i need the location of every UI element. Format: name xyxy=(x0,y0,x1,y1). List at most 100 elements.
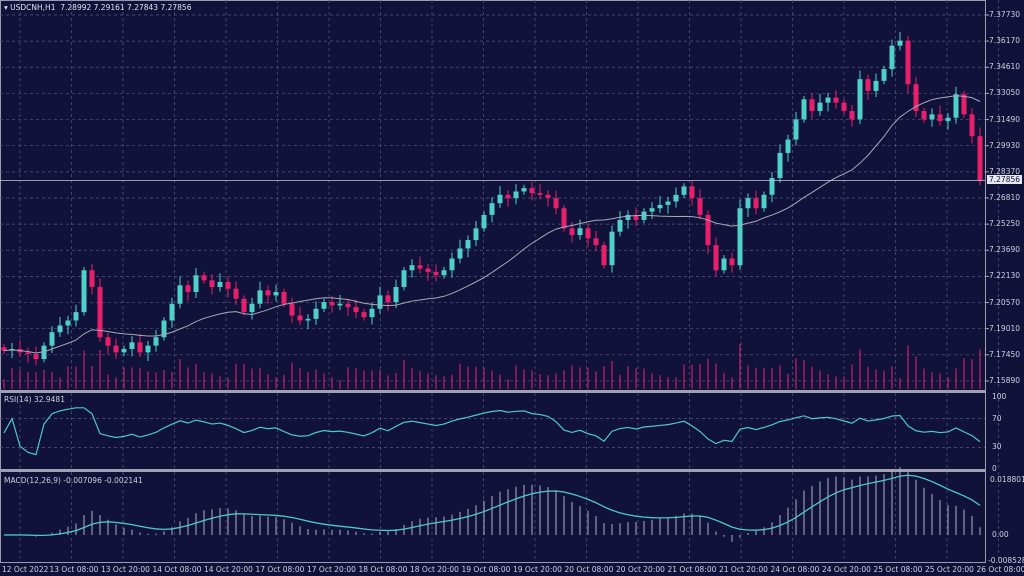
current-price-tag: 7.27856 xyxy=(987,175,1023,185)
candle-body xyxy=(553,198,559,209)
candle-body xyxy=(529,188,535,194)
price-axis-label: 7.20570 xyxy=(989,297,1021,307)
candle-body xyxy=(281,292,287,304)
candle-body xyxy=(857,79,863,120)
macd-label: MACD(12,26,9) -0.007096 -0.002141 xyxy=(4,476,143,485)
candle-body xyxy=(745,198,751,209)
candle-body xyxy=(577,228,583,236)
candle-body xyxy=(121,348,127,353)
candle-body xyxy=(153,337,159,346)
time-axis-label: 21 Oct 08:00 xyxy=(667,565,717,574)
candle-body xyxy=(537,193,543,195)
rsi-axis-label: 100 xyxy=(992,392,1007,401)
candle-body xyxy=(137,342,143,353)
candle-body xyxy=(881,69,887,81)
candle-body xyxy=(513,191,519,199)
candle-body xyxy=(273,292,279,296)
time-axis-label: 18 Oct 08:00 xyxy=(358,565,408,574)
candle-body xyxy=(809,99,815,112)
price-axis-label: 7.28370 xyxy=(989,166,1021,176)
candle-body xyxy=(401,270,407,287)
price-axis-label: 7.33050 xyxy=(989,88,1021,98)
candle-body xyxy=(625,214,631,220)
candle-body xyxy=(449,258,455,271)
candle-body xyxy=(785,139,791,153)
time-axis-label: 14 Oct 20:00 xyxy=(204,565,253,574)
candle-body xyxy=(145,345,151,353)
time-axis-label: 13 Oct 20:00 xyxy=(101,565,150,574)
candle-body xyxy=(73,312,79,321)
candle-body xyxy=(345,303,351,308)
chart-frame xyxy=(0,0,986,563)
candle-body xyxy=(585,228,591,239)
candle-body xyxy=(497,194,503,204)
time-axis-label: 25 Oct 20:00 xyxy=(925,565,974,574)
candle-body xyxy=(25,352,31,355)
candle-body xyxy=(681,186,687,195)
time-axis-label: 25 Oct 08:00 xyxy=(873,565,923,574)
candle-body xyxy=(953,94,959,118)
candle-body xyxy=(561,208,567,229)
candle-body xyxy=(337,303,343,306)
candle-body xyxy=(193,275,199,293)
price-axis-label: 7.23690 xyxy=(989,245,1021,255)
dropdown-triangle-icon[interactable]: ▾ xyxy=(4,3,8,12)
time-axis-label: 12 Oct 2022 xyxy=(2,565,49,574)
candle-body xyxy=(977,136,983,181)
candle-body xyxy=(849,111,855,120)
candle-body xyxy=(49,332,55,346)
time-axis-label: 17 Oct 08:00 xyxy=(255,565,305,574)
candle-body xyxy=(289,303,295,316)
candle-body xyxy=(217,281,223,287)
candle-body xyxy=(265,290,271,296)
candle-body xyxy=(321,302,327,309)
candle-body xyxy=(945,117,951,122)
candle-body xyxy=(841,102,847,112)
candle-body xyxy=(593,238,599,246)
price-axis-label: 7.36170 xyxy=(989,36,1021,46)
symbol-label: USDCNH,H1 xyxy=(10,3,56,12)
candle-body xyxy=(209,280,215,287)
candle-body xyxy=(569,228,575,236)
candle-body xyxy=(729,258,735,266)
candle-body xyxy=(433,271,439,276)
time-axis-label: 19 Oct 08:00 xyxy=(461,565,511,574)
candle-body xyxy=(377,295,383,309)
candle-body xyxy=(41,345,47,360)
candle-body xyxy=(889,45,895,70)
candle-body xyxy=(801,99,807,120)
ohlc-values: 7.28992 7.29161 7.27843 7.27856 xyxy=(60,3,192,12)
candle-body xyxy=(233,288,239,299)
panel-separator xyxy=(0,469,985,472)
price-axis-label: 7.25250 xyxy=(989,219,1021,229)
macd-axis-label: 0.018801 xyxy=(990,475,1024,484)
macd-axis-label: -0.008528 xyxy=(988,556,1024,565)
candle-body xyxy=(257,290,263,304)
candle-body xyxy=(105,337,111,346)
time-axis-label: 18 Oct 20:00 xyxy=(410,565,459,574)
candle-body xyxy=(825,97,831,103)
candle-body xyxy=(761,194,767,209)
candle-body xyxy=(361,312,367,318)
chart-title: ▾ USDCNH,H1 7.28992 7.29161 7.27843 7.27… xyxy=(4,3,191,12)
price-axis-label: 7.34610 xyxy=(989,62,1021,72)
candle-body xyxy=(473,228,479,241)
rsi-axis-label: 30 xyxy=(992,442,1002,452)
candle-body xyxy=(1,347,7,351)
price-axis-label: 7.26810 xyxy=(989,192,1021,202)
candle-body xyxy=(65,320,71,326)
candle-body xyxy=(97,286,103,338)
candle-body xyxy=(657,204,663,209)
candle-body xyxy=(769,178,775,195)
rsi-label: RSI(14) 32.9481 xyxy=(4,395,65,404)
macd-signal-line xyxy=(3,474,981,537)
candle-body xyxy=(305,318,311,321)
candle-body xyxy=(865,79,871,91)
candle-body xyxy=(545,194,551,199)
candle-body xyxy=(161,320,167,338)
candle-body xyxy=(241,298,247,313)
candle-body xyxy=(33,354,39,360)
candle-body xyxy=(481,214,487,229)
